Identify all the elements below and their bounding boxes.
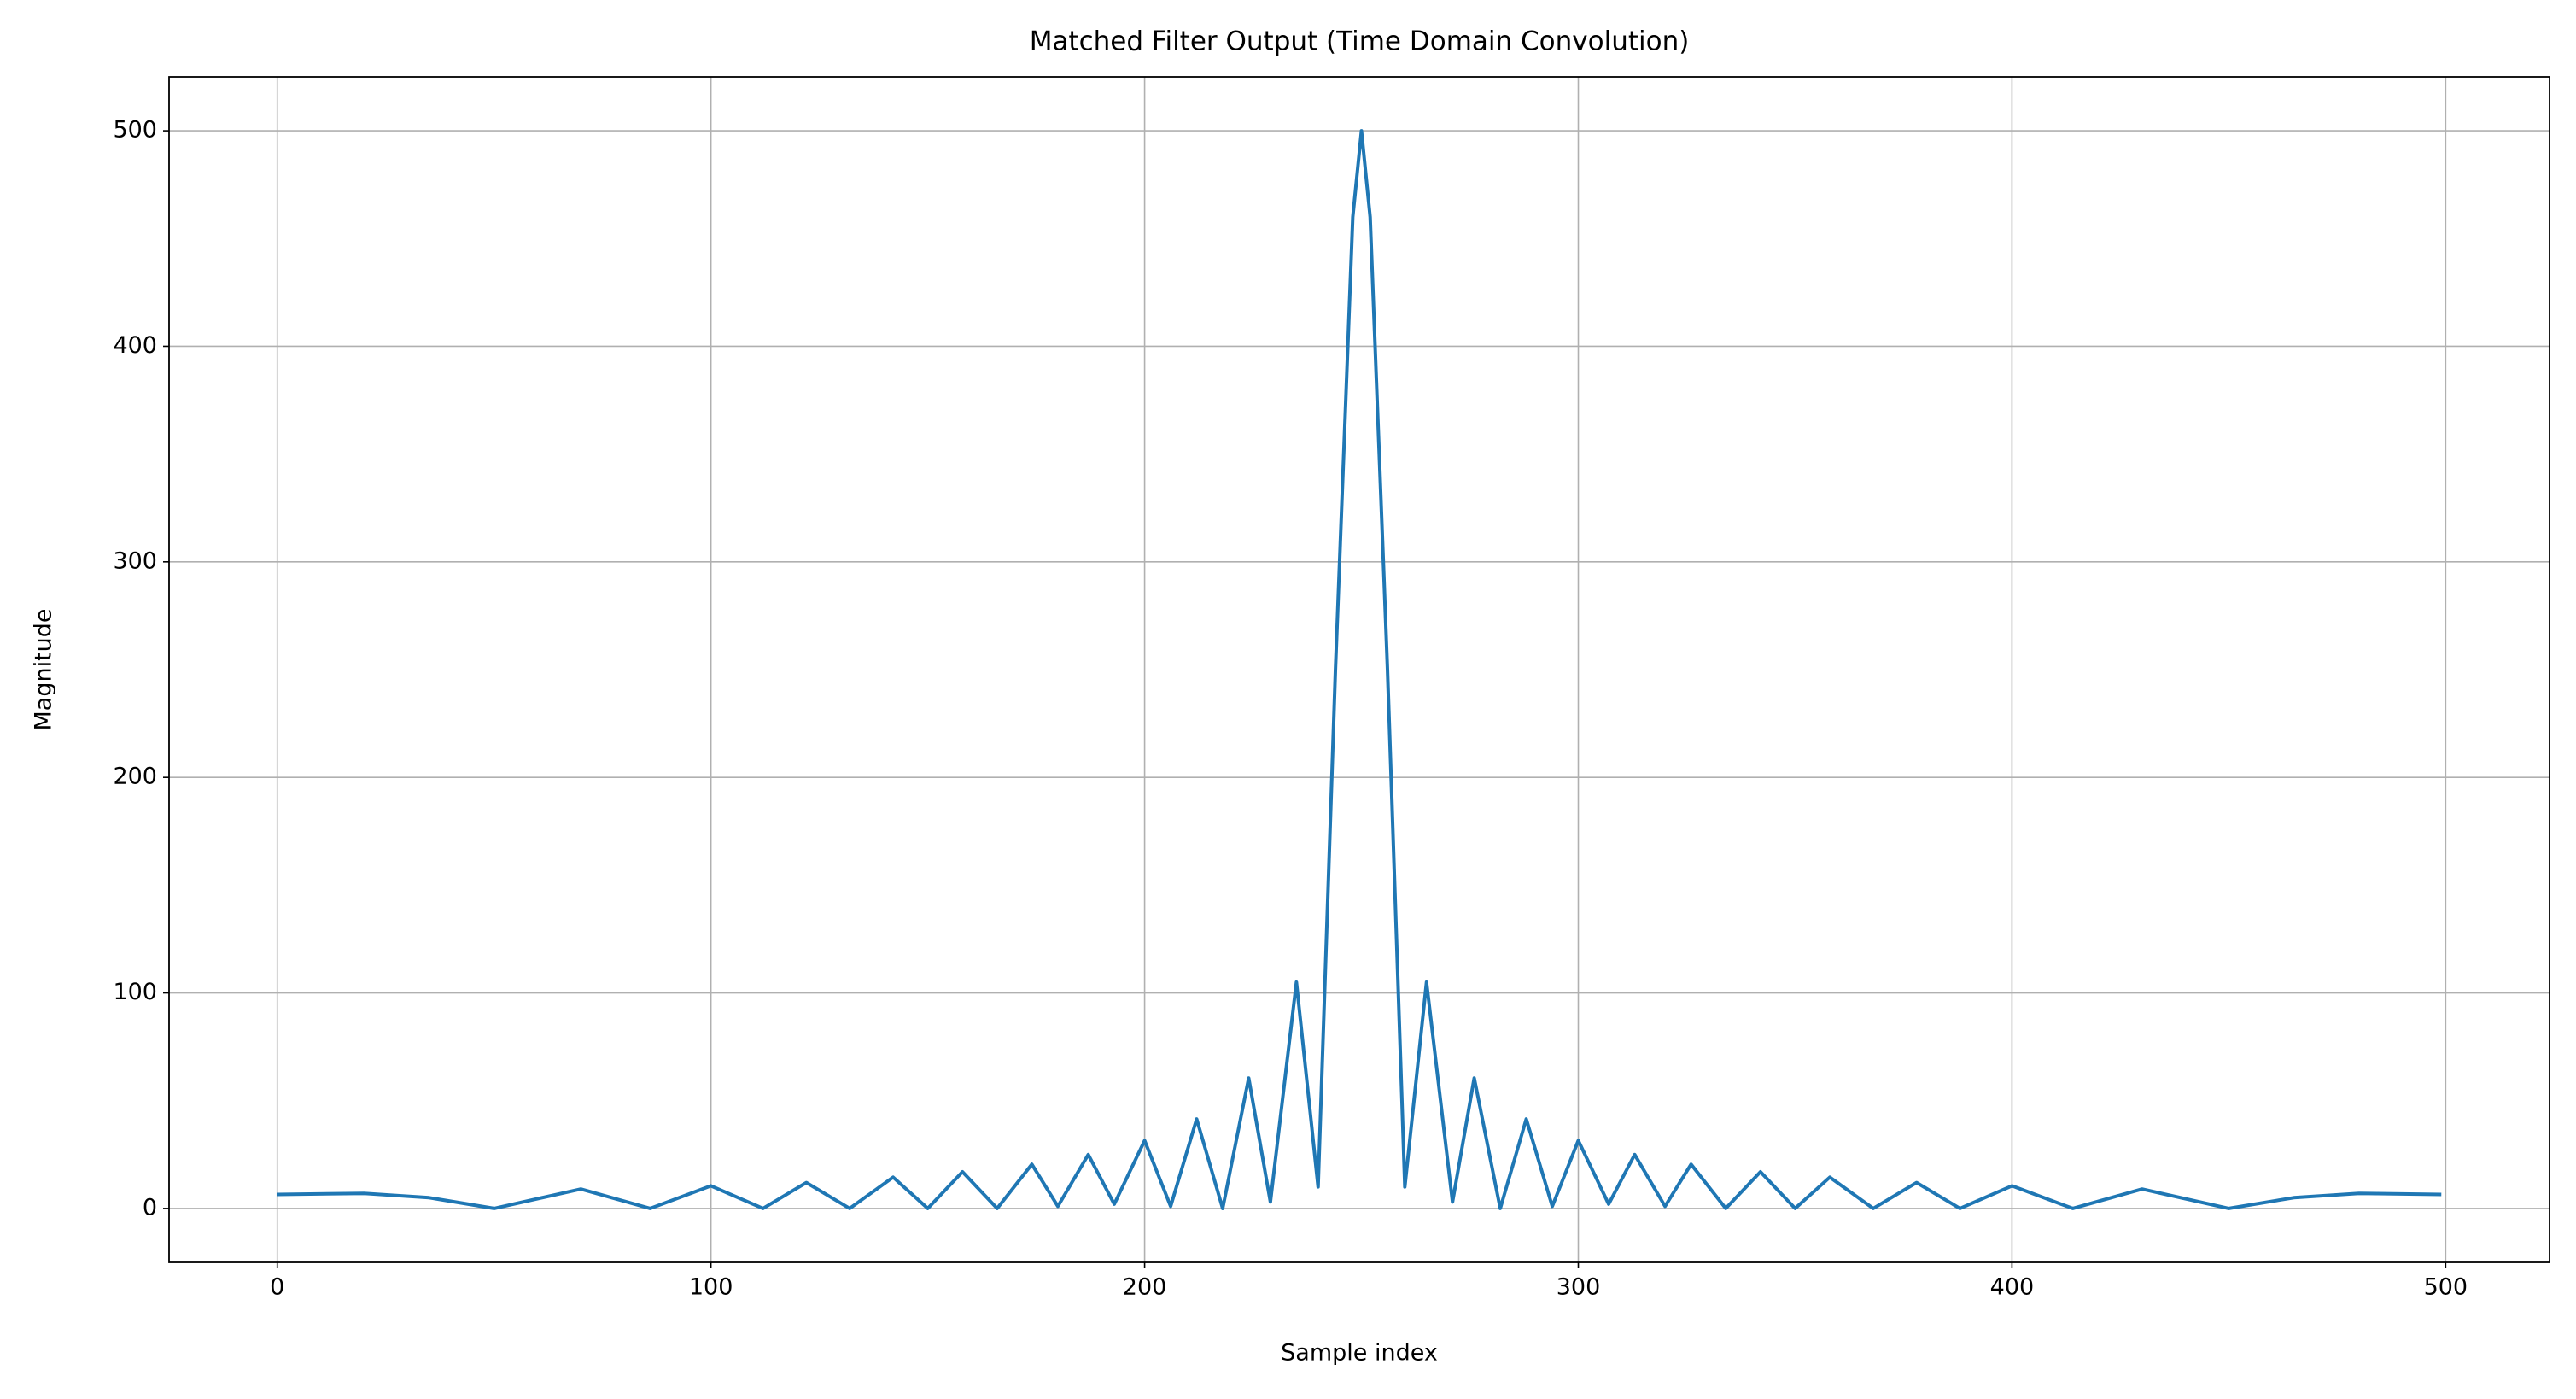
x-axis-label: Sample index — [1281, 1340, 1438, 1367]
y-tick-label: 500 — [113, 117, 157, 143]
y-tick-label: 100 — [113, 979, 157, 1005]
y-axis-label: Magnitude — [31, 608, 57, 730]
x-tick-label: 0 — [270, 1274, 284, 1301]
x-tick-label: 100 — [689, 1274, 733, 1301]
y-tick-label: 200 — [113, 764, 157, 790]
x-tick-label: 400 — [1990, 1274, 2035, 1301]
chart-title: Matched Filter Output (Time Domain Convo… — [1030, 26, 1690, 57]
x-tick-label: 300 — [1557, 1274, 1601, 1301]
data-line — [277, 129, 2442, 1210]
x-tick-label: 200 — [1123, 1274, 1167, 1301]
y-tick-label: 400 — [113, 332, 157, 359]
y-tick-label: 300 — [113, 547, 157, 574]
y-tick-label: 0 — [143, 1194, 157, 1220]
plot-frame — [168, 76, 2550, 1263]
x-tick-label: 500 — [2424, 1274, 2468, 1301]
